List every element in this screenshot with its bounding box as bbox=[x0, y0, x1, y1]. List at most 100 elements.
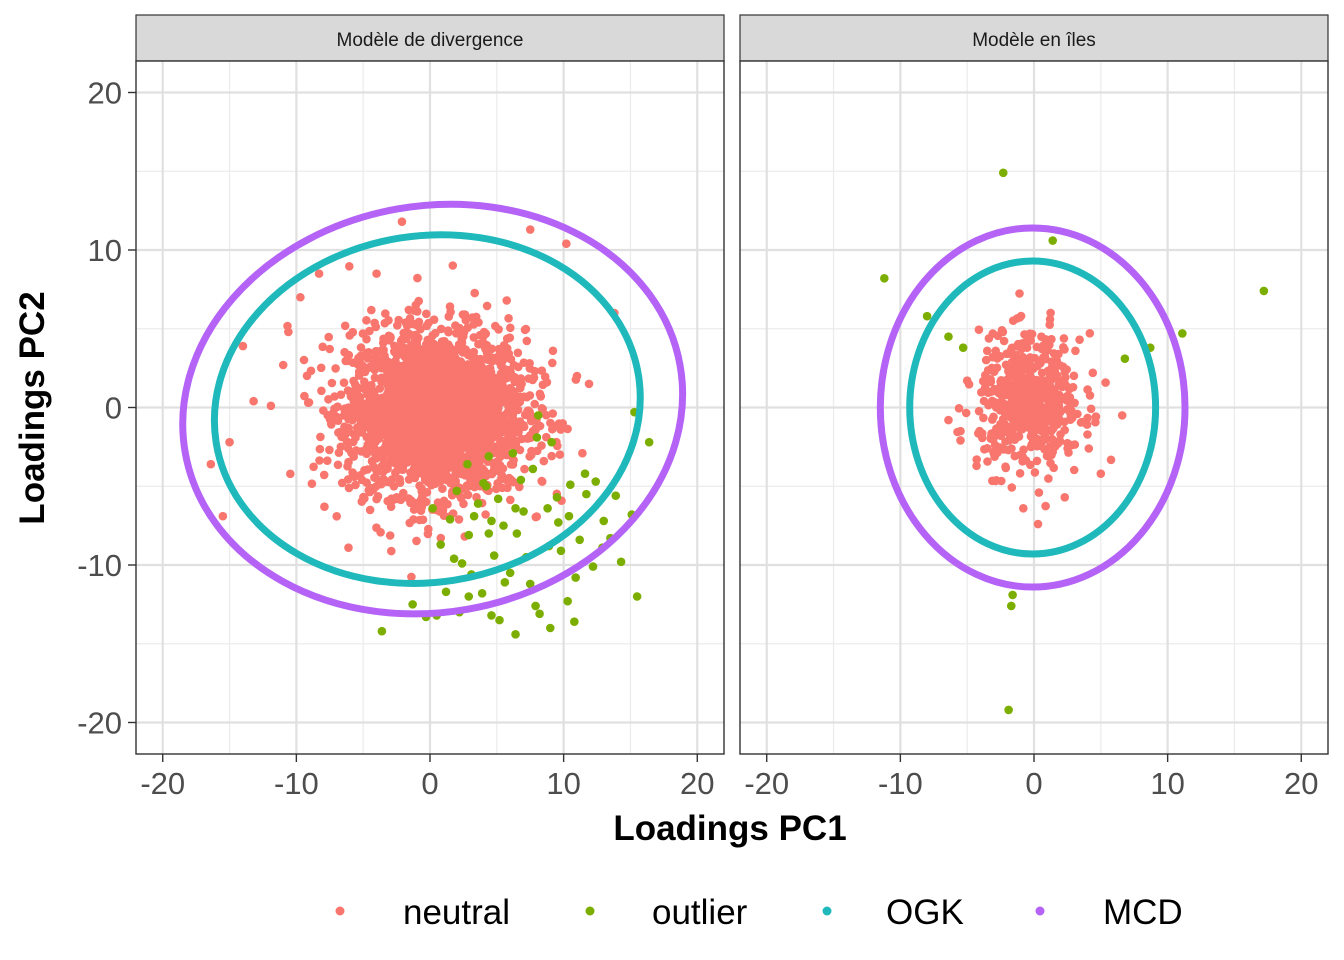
neutral-point bbox=[1030, 437, 1039, 447]
neutral-point bbox=[523, 434, 533, 443]
outlier-point bbox=[441, 587, 451, 597]
neutral-point bbox=[325, 344, 335, 354]
neutral-point bbox=[403, 361, 412, 370]
neutral-point bbox=[1041, 501, 1050, 511]
neutral-point bbox=[351, 480, 360, 490]
neutral-point bbox=[1047, 434, 1057, 444]
neutral-point bbox=[447, 455, 457, 465]
neutral-point bbox=[344, 403, 353, 412]
neutral-point bbox=[463, 482, 472, 492]
neutral-point bbox=[526, 410, 536, 420]
neutral-point bbox=[510, 377, 519, 387]
neutral-point bbox=[411, 353, 421, 362]
neutral-point bbox=[218, 511, 228, 521]
neutral-point bbox=[1047, 375, 1057, 384]
neutral-point bbox=[981, 355, 991, 365]
neutral-point bbox=[562, 239, 571, 248]
neutral-point bbox=[418, 415, 427, 425]
neutral-point bbox=[384, 316, 393, 325]
outlier-point bbox=[511, 504, 520, 513]
outlier-point bbox=[547, 437, 556, 447]
neutral-point bbox=[389, 482, 399, 491]
neutral-point bbox=[1065, 393, 1075, 402]
neutral-point bbox=[459, 331, 468, 341]
neutral-point bbox=[332, 412, 342, 422]
neutral-point bbox=[371, 346, 381, 356]
neutral-point bbox=[395, 392, 404, 401]
neutral-point bbox=[496, 348, 505, 357]
outlier-point bbox=[998, 168, 1008, 178]
neutral-point bbox=[529, 373, 539, 383]
neutral-point bbox=[1060, 492, 1070, 502]
neutral-point bbox=[315, 456, 324, 465]
neutral-point bbox=[481, 383, 491, 392]
outlier-point bbox=[457, 559, 467, 568]
neutral-point bbox=[526, 416, 536, 426]
neutral-point bbox=[451, 476, 461, 486]
neutral-point bbox=[266, 401, 276, 411]
neutral-point bbox=[421, 391, 430, 400]
neutral-point bbox=[513, 397, 522, 407]
neutral-point bbox=[506, 495, 515, 505]
neutral-point bbox=[1015, 393, 1024, 403]
neutral-point bbox=[412, 536, 421, 546]
strip-title-islands: Modèle en îles bbox=[972, 30, 1096, 51]
neutral-point bbox=[447, 388, 457, 398]
neutral-point bbox=[392, 362, 401, 372]
neutral-point bbox=[540, 372, 550, 382]
neutral-point bbox=[1021, 361, 1031, 371]
x-axis-islands: -20 -10 0 10 20 bbox=[744, 754, 1319, 801]
outlier-point bbox=[516, 475, 526, 485]
neutral-point bbox=[456, 493, 466, 503]
neutral-point bbox=[367, 305, 376, 315]
neutral-point bbox=[365, 395, 375, 405]
neutral-point bbox=[453, 399, 463, 409]
neutral-point bbox=[406, 347, 415, 357]
neutral-point bbox=[436, 324, 446, 334]
neutral-point bbox=[409, 369, 419, 378]
neutral-point bbox=[1034, 488, 1044, 497]
neutral-point bbox=[1030, 468, 1040, 477]
outlier-point bbox=[644, 437, 654, 447]
neutral-point bbox=[206, 459, 216, 469]
neutral-point bbox=[488, 428, 497, 437]
neutral-point bbox=[377, 377, 386, 386]
outlier-point bbox=[632, 592, 642, 601]
neutral-point bbox=[385, 531, 395, 540]
neutral-point bbox=[509, 420, 519, 429]
neutral-point bbox=[532, 512, 541, 521]
neutral-point bbox=[1046, 308, 1055, 318]
neutral-point bbox=[1004, 405, 1014, 414]
neutral-point bbox=[997, 326, 1007, 335]
neutral-point bbox=[424, 318, 433, 328]
outlier-point bbox=[495, 615, 504, 625]
neutral-point bbox=[1007, 357, 1017, 367]
neutral-point bbox=[1001, 390, 1011, 400]
neutral-point bbox=[1052, 356, 1061, 365]
neutral-point bbox=[398, 465, 408, 475]
neutral-point bbox=[343, 444, 353, 453]
neutral-point bbox=[1117, 411, 1127, 420]
neutral-point bbox=[1068, 382, 1078, 392]
neutral-point bbox=[1023, 423, 1032, 432]
neutral-point bbox=[505, 333, 515, 343]
neutral-point bbox=[421, 453, 430, 463]
neutral-point bbox=[988, 366, 998, 376]
neutral-point bbox=[461, 409, 471, 418]
neutral-point bbox=[420, 443, 430, 453]
neutral-point bbox=[422, 421, 431, 431]
neutral-point bbox=[463, 470, 473, 479]
neutral-point bbox=[493, 445, 503, 455]
neutral-point bbox=[443, 326, 453, 335]
neutral-point bbox=[372, 407, 382, 416]
outlier-point bbox=[499, 521, 508, 530]
neutral-point bbox=[498, 356, 508, 365]
neutral-point bbox=[393, 445, 403, 455]
outlier-point bbox=[1178, 329, 1187, 338]
neutral-point bbox=[1012, 314, 1022, 323]
neutral-point bbox=[537, 477, 547, 486]
neutral-point bbox=[478, 332, 488, 342]
x-tick-label: -20 bbox=[744, 766, 789, 801]
legend-label-outlier: outlier bbox=[652, 893, 748, 932]
outlier-point bbox=[580, 469, 590, 478]
